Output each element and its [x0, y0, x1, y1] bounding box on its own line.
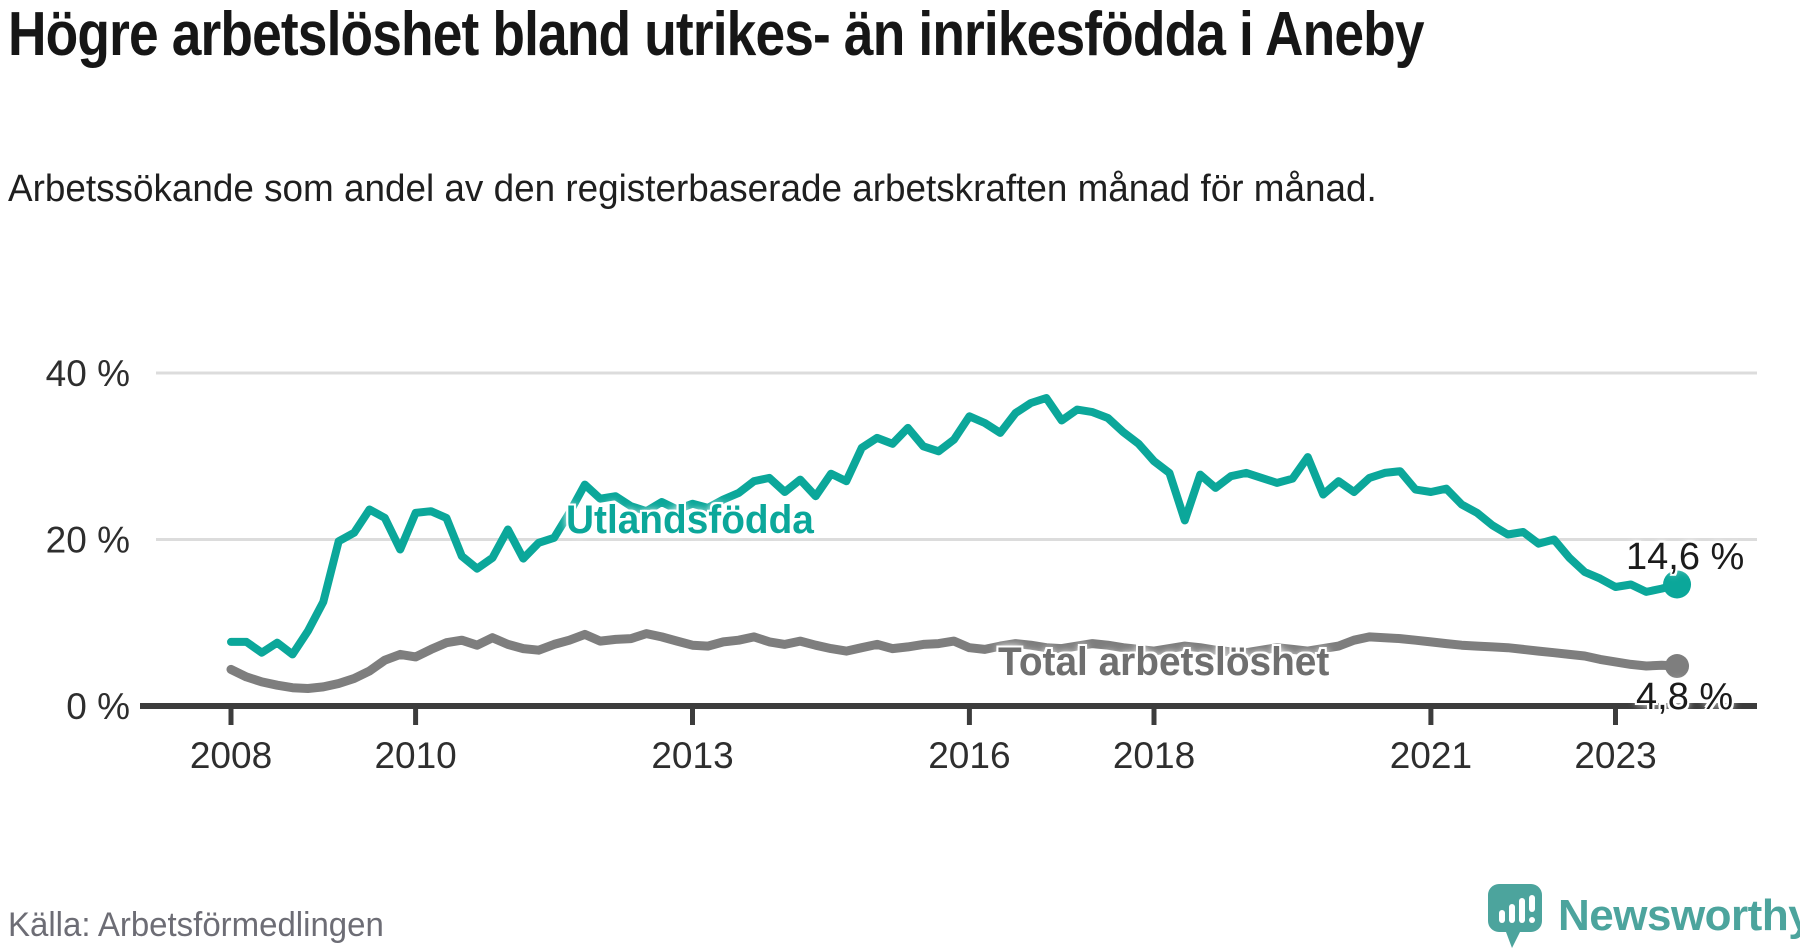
newsworthy-logo-icon — [1488, 884, 1542, 948]
x-tick-label-2016: 2016 — [928, 735, 1010, 776]
series-label-total-arbetsloshet: Total arbetslöshet — [998, 640, 1330, 684]
x-tick-label-2018: 2018 — [1113, 735, 1195, 776]
source-note: Källa: Arbetsförmedlingen — [8, 906, 384, 944]
series-end-dot-utlandsfodda — [1663, 570, 1692, 599]
x-tick-label-2023: 2023 — [1574, 735, 1656, 776]
series-line-utlandsfodda — [227, 394, 1681, 659]
series-line-total — [226, 629, 1682, 693]
end-value-label-utlandsfodda: 14,6 % — [1626, 536, 1745, 578]
x-tick-label-2013: 2013 — [651, 735, 733, 776]
y-tick-label-0: 0 % — [66, 686, 130, 727]
x-tick-label-2008: 2008 — [190, 735, 272, 776]
chart-subtitle: Arbetssökande som andel av den registerb… — [8, 168, 1377, 210]
y-tick-label-40: 40 % — [46, 353, 130, 394]
x-tick-label-2021: 2021 — [1390, 735, 1472, 776]
newsworthy-logo-text: Newsworthy — [1558, 891, 1800, 940]
y-tick-label-20: 20 % — [46, 520, 130, 561]
end-value-label-total: 4,8 % — [1636, 676, 1734, 718]
series-end-dot-total — [1665, 654, 1690, 679]
series-label-utlandsfodda: Utlandsfödda — [566, 498, 814, 542]
newsworthy-logo: Newsworthy — [1488, 884, 1800, 948]
chart-title: Högre arbetslöshet bland utrikes- än inr… — [8, 0, 1424, 69]
x-tick-label-2010: 2010 — [374, 735, 456, 776]
